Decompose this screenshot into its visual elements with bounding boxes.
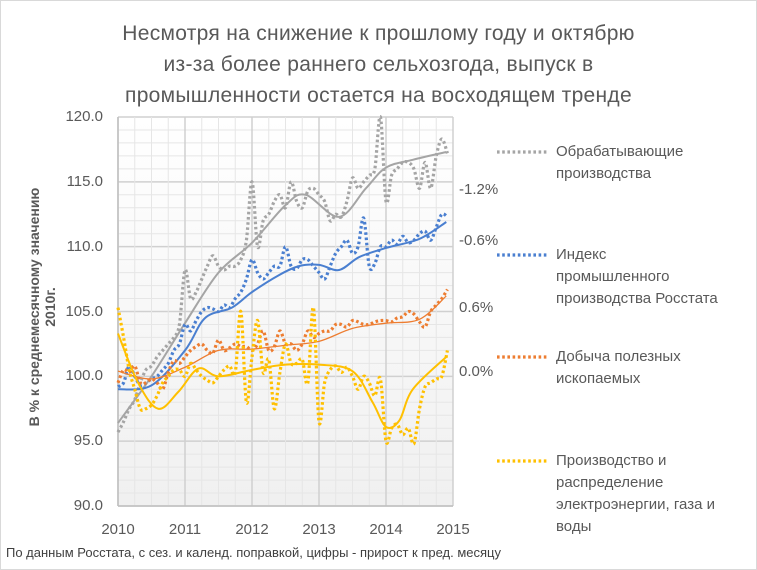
chart-title-line-3: промышленности остается на восходящем тр… bbox=[125, 84, 632, 107]
x-tick-label: 2012 bbox=[235, 521, 269, 538]
x-tick-label: 2011 bbox=[168, 521, 202, 538]
legend-entry-text: промышленного bbox=[556, 268, 670, 285]
y-tick-label: 105.0 bbox=[65, 302, 103, 320]
series-3-trend-line bbox=[117, 333, 447, 430]
y-tick-label: 115.0 bbox=[66, 172, 103, 190]
x-tick-label: 2013 bbox=[302, 521, 336, 538]
y-tick-label: 95.0 bbox=[73, 432, 103, 450]
chart-title-line-2: из-за более раннего сельхозгода, выпуск … bbox=[163, 53, 594, 76]
series-0-monthly-line bbox=[116, 115, 449, 433]
y-tick-label: 100.0 bbox=[65, 367, 103, 385]
y-tick-label: 90.0 bbox=[73, 497, 103, 514]
legend-entry-text: воды bbox=[556, 518, 592, 535]
series-2-monthly-line bbox=[116, 288, 449, 392]
legend-entry-text: Индекс bbox=[556, 246, 607, 263]
legend-entry-text: Обрабатывающие bbox=[556, 143, 684, 160]
series-end-label: -1.2% bbox=[456, 179, 502, 200]
chart-title-line-1: Несмотря на снижение к прошлому году и о… bbox=[122, 22, 635, 45]
footer-note: По данным Росстата, с сез. и календ. поп… bbox=[6, 545, 502, 560]
x-tick-label: 2014 bbox=[369, 521, 403, 538]
legend-entry-text: распределение bbox=[556, 474, 664, 491]
legend-entry-text: Производство и bbox=[556, 452, 667, 469]
legend-entry: Производство и распределение электроэнерги… bbox=[556, 450, 715, 538]
legend-entry: Добыча полезных ископаемых bbox=[556, 346, 681, 390]
y-tick-label: 120.0 bbox=[65, 108, 103, 125]
legend-entry-text: Добыча полезных bbox=[556, 348, 681, 365]
y-tick-label: 110.0 bbox=[66, 237, 103, 255]
legend-entry-text: электроэнергии, газа и bbox=[556, 496, 715, 513]
x-tick-label: 2015 bbox=[436, 521, 470, 538]
series-1-trend-line bbox=[117, 221, 447, 391]
x-tick-label: 2010 bbox=[101, 521, 135, 538]
series-end-label: 0.6% bbox=[456, 297, 497, 318]
series-0-trend-line bbox=[117, 151, 447, 424]
series-end-label: 0.0% bbox=[456, 361, 497, 382]
series-end-label: -0.6% bbox=[456, 230, 502, 251]
legend-entry-text: производства Росстата bbox=[556, 290, 718, 307]
legend-entry-text: производства bbox=[556, 165, 652, 182]
legend-entry: Индекс промышленного производства Росстата bbox=[556, 244, 718, 310]
legend-entry: Обрабатывающие производства bbox=[556, 141, 683, 185]
legend-entry-text: ископаемых bbox=[556, 370, 641, 387]
